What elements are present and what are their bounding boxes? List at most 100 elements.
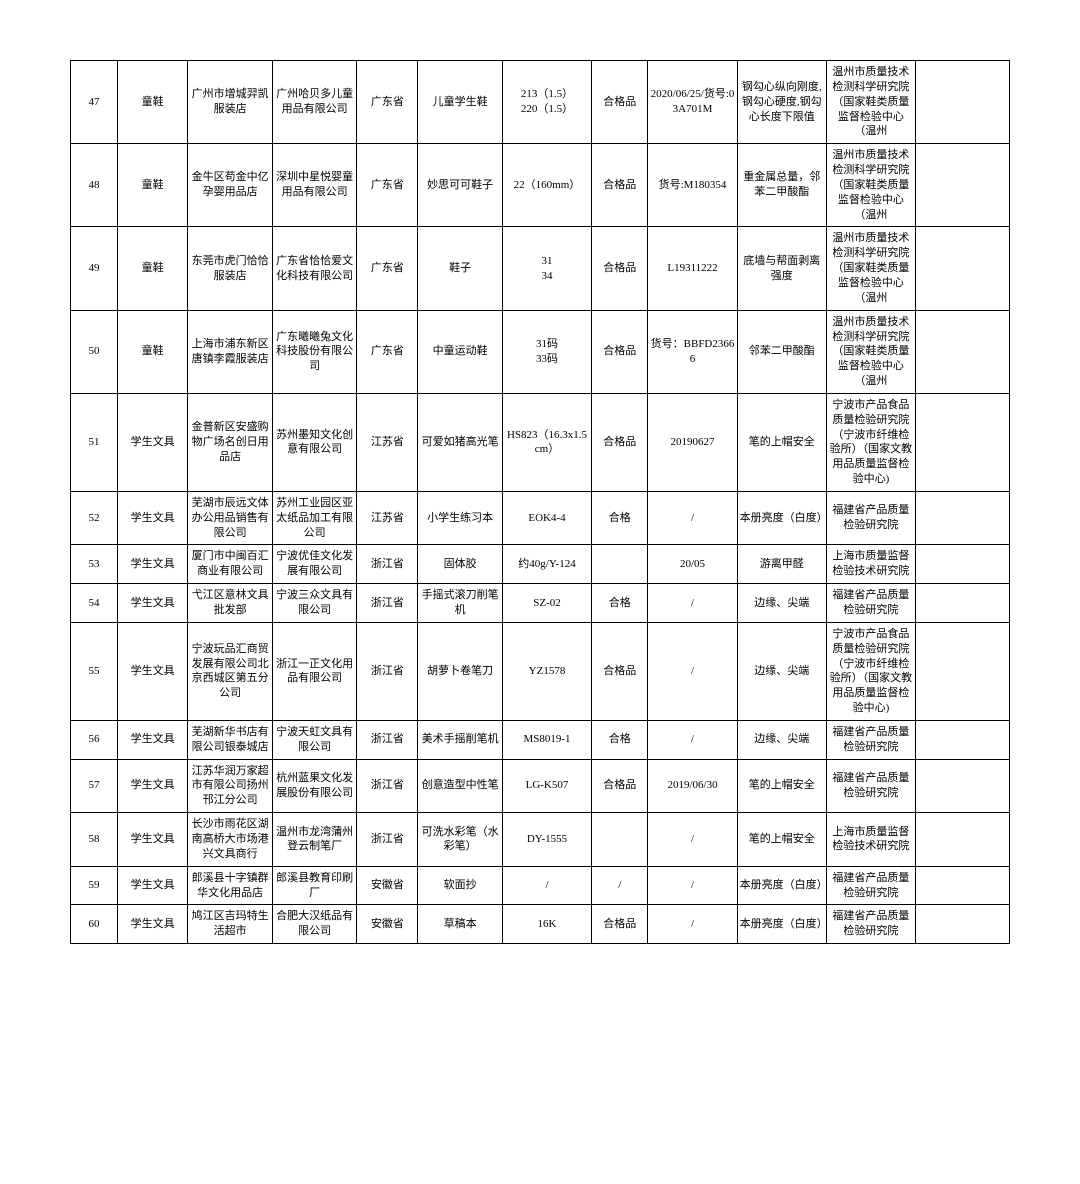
- product-category: 学生文具: [117, 759, 187, 813]
- vendor-name: 金牛区苟金中亿孕婴用品店: [188, 144, 273, 227]
- table-row: 48童鞋金牛区苟金中亿孕婴用品店深圳中星悦婴童用品有限公司广东省妙思可可鞋子22…: [71, 144, 1010, 227]
- product-category: 学生文具: [117, 866, 187, 905]
- province: 安徽省: [357, 905, 418, 944]
- batch-number: 2020/06/25/货号:03A701M: [648, 61, 737, 144]
- product-name: 中童运动鞋: [418, 310, 503, 393]
- inspection-agency: 福建省产品质量检验研究院: [826, 759, 915, 813]
- province: 浙江省: [357, 584, 418, 623]
- table-body: 47童鞋广州市增城羿凯服装店广州哈贝多儿童用品有限公司广东省儿童学生鞋213（1…: [71, 61, 1010, 944]
- quality-grade: 合格: [592, 584, 648, 623]
- specification: MS8019-1: [502, 720, 591, 759]
- product-category: 童鞋: [117, 227, 187, 310]
- remark: [916, 61, 1010, 144]
- province: 浙江省: [357, 759, 418, 813]
- issue-item: 笔的上帽安全: [737, 759, 826, 813]
- manufacturer-name: 广州哈贝多儿童用品有限公司: [272, 61, 357, 144]
- specification: SZ-02: [502, 584, 591, 623]
- product-category: 学生文具: [117, 491, 187, 545]
- issue-item: 边缘、尖端: [737, 720, 826, 759]
- issue-item: 本册亮度（白度）: [737, 905, 826, 944]
- product-name: 软面抄: [418, 866, 503, 905]
- row-number: 51: [71, 393, 118, 491]
- province: 浙江省: [357, 545, 418, 584]
- remark: [916, 393, 1010, 491]
- inspection-agency: 福建省产品质量检验研究院: [826, 491, 915, 545]
- table-row: 51学生文具金普新区安盛购物广场名创日用品店苏州墨知文化创意有限公司江苏省可爱如…: [71, 393, 1010, 491]
- product-category: 学生文具: [117, 813, 187, 867]
- vendor-name: 金普新区安盛购物广场名创日用品店: [188, 393, 273, 491]
- batch-number: /: [648, 720, 737, 759]
- issue-item: 本册亮度（白度）: [737, 491, 826, 545]
- manufacturer-name: 温州市龙湾蒲州登云制笔厂: [272, 813, 357, 867]
- quality-grade: 合格品: [592, 310, 648, 393]
- manufacturer-name: 宁波优佳文化发展有限公司: [272, 545, 357, 584]
- inspection-agency: 上海市质量监督检验技术研究院: [826, 813, 915, 867]
- vendor-name: 厦门市中闽百汇商业有限公司: [188, 545, 273, 584]
- vendor-name: 上海市浦东新区唐镇李霞服装店: [188, 310, 273, 393]
- inspection-agency: 温州市质量技术检测科学研究院（国家鞋类质量监督检验中心（温州: [826, 310, 915, 393]
- specification: 22（160mm）: [502, 144, 591, 227]
- specification: 约40g/Y-124: [502, 545, 591, 584]
- quality-grade: 合格品: [592, 61, 648, 144]
- inspection-agency: 宁波市产品食品质量检验研究院（宁波市纤维检验所）（国家文教用品质量监督检验中心): [826, 622, 915, 720]
- batch-number: 20190627: [648, 393, 737, 491]
- province: 浙江省: [357, 720, 418, 759]
- product-name: 可爱如猪高光笔: [418, 393, 503, 491]
- remark: [916, 545, 1010, 584]
- row-number: 47: [71, 61, 118, 144]
- table-row: 58学生文具长沙市雨花区湖南高桥大市场港兴文具商行温州市龙湾蒲州登云制笔厂浙江省…: [71, 813, 1010, 867]
- row-number: 49: [71, 227, 118, 310]
- specification: DY-1555: [502, 813, 591, 867]
- remark: [916, 759, 1010, 813]
- vendor-name: 宁波玩品汇商贸发展有限公司北京西城区第五分公司: [188, 622, 273, 720]
- vendor-name: 郎溪县十字镇群华文化用品店: [188, 866, 273, 905]
- inspection-agency: 温州市质量技术检测科学研究院（国家鞋类质量监督检验中心（温州: [826, 144, 915, 227]
- inspection-table: 47童鞋广州市增城羿凯服装店广州哈贝多儿童用品有限公司广东省儿童学生鞋213（1…: [70, 60, 1010, 944]
- province: 浙江省: [357, 622, 418, 720]
- inspection-agency: 温州市质量技术检测科学研究院（国家鞋类质量监督检验中心（温州: [826, 227, 915, 310]
- product-name: 鞋子: [418, 227, 503, 310]
- vendor-name: 江苏华润万家超市有限公司扬州邗江分公司: [188, 759, 273, 813]
- manufacturer-name: 合肥大汉纸品有限公司: [272, 905, 357, 944]
- product-name: 美术手摇削笔机: [418, 720, 503, 759]
- row-number: 54: [71, 584, 118, 623]
- specification: 3134: [502, 227, 591, 310]
- manufacturer-name: 苏州墨知文化创意有限公司: [272, 393, 357, 491]
- row-number: 53: [71, 545, 118, 584]
- product-category: 童鞋: [117, 144, 187, 227]
- remark: [916, 622, 1010, 720]
- batch-number: /: [648, 813, 737, 867]
- issue-item: 底墙与帮面剥离强度: [737, 227, 826, 310]
- product-name: 创意造型中性笔: [418, 759, 503, 813]
- inspection-agency: 温州市质量技术检测科学研究院（国家鞋类质量监督检验中心（温州: [826, 61, 915, 144]
- table-row: 56学生文具芜湖新华书店有限公司银泰城店宁波天虹文具有限公司浙江省美术手摇削笔机…: [71, 720, 1010, 759]
- specification: EOK4-4: [502, 491, 591, 545]
- issue-item: 本册亮度（白度）: [737, 866, 826, 905]
- table-row: 57学生文具江苏华润万家超市有限公司扬州邗江分公司杭州蓝果文化发展股份有限公司浙…: [71, 759, 1010, 813]
- product-category: 学生文具: [117, 393, 187, 491]
- vendor-name: 芜湖新华书店有限公司银泰城店: [188, 720, 273, 759]
- remark: [916, 905, 1010, 944]
- product-category: 童鞋: [117, 61, 187, 144]
- row-number: 55: [71, 622, 118, 720]
- batch-number: /: [648, 491, 737, 545]
- issue-item: 边缘、尖端: [737, 584, 826, 623]
- quality-grade: 合格品: [592, 144, 648, 227]
- manufacturer-name: 郎溪县教育印刷厂: [272, 866, 357, 905]
- inspection-agency: 福建省产品质量检验研究院: [826, 866, 915, 905]
- product-name: 手摇式滚刀削笔机: [418, 584, 503, 623]
- quality-grade: 合格品: [592, 759, 648, 813]
- province: 广东省: [357, 144, 418, 227]
- quality-grade: 合格: [592, 491, 648, 545]
- province: 安徽省: [357, 866, 418, 905]
- table-row: 60学生文具鸠江区吉玛特生活超市合肥大汉纸品有限公司安徽省草稿本16K合格品/本…: [71, 905, 1010, 944]
- remark: [916, 310, 1010, 393]
- remark: [916, 227, 1010, 310]
- batch-number: /: [648, 905, 737, 944]
- product-name: 儿童学生鞋: [418, 61, 503, 144]
- manufacturer-name: 宁波三众文具有限公司: [272, 584, 357, 623]
- quality-grade: /: [592, 866, 648, 905]
- specification: LG-K507: [502, 759, 591, 813]
- issue-item: 邻苯二甲酸酯: [737, 310, 826, 393]
- issue-item: 钢勾心纵向刚度,钢勾心硬度,钢勾心长度下限值: [737, 61, 826, 144]
